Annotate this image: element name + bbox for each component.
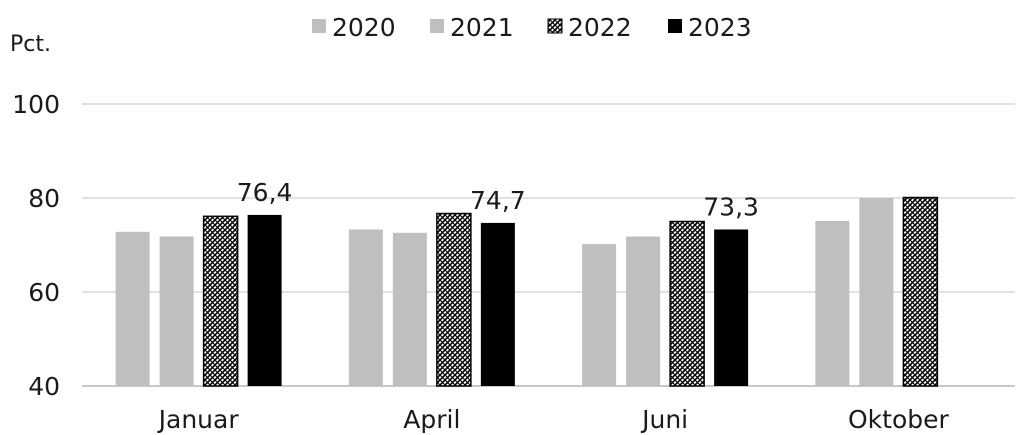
bar-april-2020	[348, 229, 383, 386]
x-tick-juni: Juni	[640, 405, 688, 434]
bar-januar-2020	[115, 231, 150, 386]
bar-april-2023	[480, 222, 515, 386]
data-label-april-2023: 74,7	[470, 186, 526, 215]
bars	[115, 196, 939, 387]
data-label-januar-2023: 76,4	[237, 178, 293, 207]
bar-april-2022	[436, 212, 472, 387]
y-tick-100: 100	[12, 90, 60, 119]
x-tick-oktober: Oktober	[848, 405, 950, 434]
bar-april-2021	[392, 232, 427, 386]
bar-juni-2022	[669, 220, 705, 387]
bar-oktober-2020	[815, 221, 850, 386]
legend-label-2021: 2021	[450, 13, 514, 42]
x-axis-ticks: Januar April Juni Oktober	[157, 405, 950, 434]
y-tick-80: 80	[28, 184, 60, 213]
legend: 2020 2021 2022 2023	[312, 13, 752, 42]
legend-label-2022: 2022	[568, 13, 632, 42]
legend-swatch-2022	[547, 18, 563, 34]
bar-januar-2022	[202, 215, 239, 387]
bar-januar-2021	[159, 236, 194, 386]
legend-label-2020: 2020	[332, 13, 396, 42]
bar-juni-2021	[626, 236, 661, 386]
legend-label-2023: 2023	[688, 13, 752, 42]
y-axis-unit-label: Pct.	[10, 32, 51, 57]
bar-oktober-2022	[902, 196, 939, 387]
data-label-juni-2023: 73,3	[703, 192, 759, 221]
y-tick-40: 40	[28, 372, 60, 401]
bar-juni-2020	[582, 244, 617, 386]
legend-swatch-2021	[430, 19, 444, 33]
x-tick-april: April	[403, 405, 460, 434]
bar-juni-2023	[714, 229, 749, 386]
bar-januar-2023	[247, 214, 282, 386]
legend-swatch-2020	[312, 19, 326, 33]
data-labels: 76,4 74,7 73,3	[237, 178, 759, 222]
x-tick-januar: Januar	[157, 405, 240, 434]
y-axis-ticks: 40 60 80 100	[12, 90, 60, 401]
y-tick-60: 60	[28, 278, 60, 307]
bar-oktober-2021	[859, 198, 894, 386]
legend-swatch-2023	[668, 19, 682, 33]
